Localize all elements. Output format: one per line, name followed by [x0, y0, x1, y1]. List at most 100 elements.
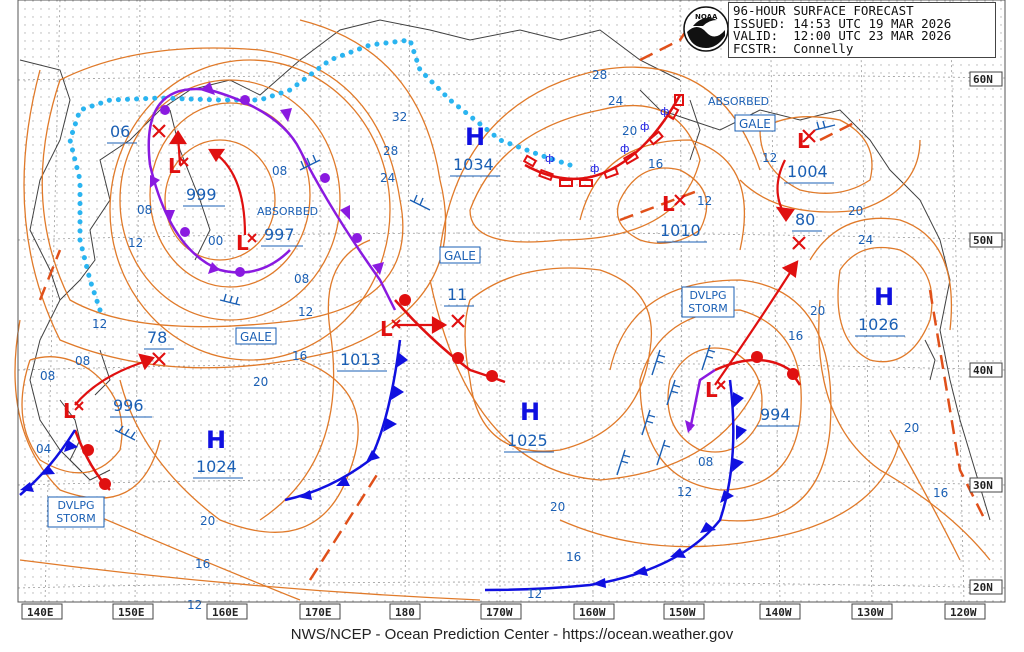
isobar-label: 20	[550, 500, 565, 514]
svg-text:L: L	[380, 317, 393, 341]
isobar-label: 04	[36, 442, 51, 456]
isobar-label: 16	[933, 486, 948, 500]
lon-label: 120W	[950, 606, 977, 619]
lon-label: 130W	[857, 606, 884, 619]
high-symbol: H	[520, 398, 540, 426]
lat-label: 50N	[973, 234, 993, 247]
svg-text:L: L	[662, 192, 675, 216]
lat-label: 60N	[973, 73, 993, 86]
isobar-label: 12	[298, 305, 313, 319]
forecaster: FCSTR: Connelly	[733, 40, 854, 56]
occluded-front	[147, 82, 716, 433]
isobar-label: 12	[187, 598, 202, 612]
absorbed-label: ABSORBED	[708, 95, 769, 108]
svg-text:ф: ф	[640, 120, 649, 133]
future-position-markers	[152, 124, 816, 366]
noaa-logo: NOAA	[683, 6, 729, 52]
developing-storm-warning: DVLPG STORM	[688, 289, 728, 315]
isobar-label: 16	[648, 157, 663, 171]
coastlines	[19, 19, 991, 521]
svg-text:ф: ф	[590, 162, 599, 175]
isobar-label: 20	[810, 304, 825, 318]
isobar-label: 00	[208, 234, 223, 248]
svg-text:NOAA: NOAA	[695, 13, 718, 21]
valid-time: VALID: 12:00 UTC 23 MAR 2026	[733, 28, 952, 44]
lon-label: 170E	[305, 606, 332, 619]
lat-label: 40N	[973, 364, 993, 377]
isobar-label: 16	[292, 349, 307, 363]
isobar-label: 20	[622, 124, 637, 138]
isobar-label: 20	[200, 514, 215, 528]
future-pressure-value: 80	[795, 210, 815, 229]
isobar-label: 08	[698, 455, 713, 469]
isobar-label: 12	[128, 236, 143, 250]
longitude-labels: 140E 150E 160E 170E 180 170W 160W 150W 1…	[21, 603, 986, 620]
issued-time: ISSUED: 14:53 UTC 19 MAR 2026	[733, 15, 952, 31]
low-symbol: L	[63, 399, 84, 423]
isobar-label: 28	[383, 144, 398, 158]
cold-fronts	[19, 339, 747, 592]
isobar-label: 08	[272, 164, 287, 178]
svg-text:ф: ф	[620, 142, 629, 155]
low-symbol: L	[236, 231, 257, 255]
low-center-symbols: L L L L L L L	[63, 129, 810, 423]
svg-text:ф: ф	[545, 152, 554, 165]
high-pressure-value: 1034	[453, 155, 494, 174]
lon-label: 150W	[669, 606, 696, 619]
lon-label: 140E	[27, 606, 54, 619]
isobars	[14, 19, 991, 601]
gale-warning: GALE	[444, 249, 476, 263]
warning-labels: GALE GALE GALE DVLPG STORM DVLPG STORM A…	[47, 95, 776, 528]
high-symbol: H	[465, 123, 485, 151]
lon-label: 180	[395, 606, 415, 619]
low-symbol: L	[380, 317, 401, 341]
ice-front-marks: ф ф ф ф ф	[545, 105, 669, 175]
forecast-title: 96-HOUR SURFACE FORECAST	[733, 3, 914, 18]
future-pressure-value: 06	[110, 122, 130, 141]
isobar-label: 08	[40, 369, 55, 383]
isobar-label: 16	[788, 329, 803, 343]
isobar-label: 24	[858, 233, 873, 247]
lat-label: 30N	[973, 479, 993, 492]
lon-label: 150E	[118, 606, 145, 619]
isobar-label: 08	[294, 272, 309, 286]
isobar-label: 08	[137, 203, 152, 217]
gale-warning: GALE	[739, 117, 771, 131]
ice-edge	[67, 37, 573, 313]
svg-text:L: L	[797, 129, 810, 153]
isobar-label: 20	[848, 204, 863, 218]
lon-label: 170W	[486, 606, 513, 619]
future-pressure-value: 11	[447, 285, 467, 304]
isobar-label: 24	[608, 94, 623, 108]
footer-credit: NWS/NCEP - Ocean Prediction Center - htt…	[290, 626, 734, 643]
latitude-labels: 60N 50N 40N 30N 20N	[969, 71, 1003, 595]
isobar-label: 08	[75, 354, 90, 368]
lat-label: 20N	[973, 581, 993, 594]
lon-label: 140W	[765, 606, 792, 619]
svg-text:L: L	[705, 378, 718, 402]
gale-warning: GALE	[240, 330, 272, 344]
pressure-values: 1034 1024 1025 1026 999 997 1013 996 994…	[107, 122, 905, 479]
low-pressure-value: 999	[186, 185, 217, 204]
high-symbol: H	[874, 283, 894, 311]
isobar-label: 20	[253, 375, 268, 389]
isobar-label: 12	[527, 587, 542, 601]
svg-text:L: L	[168, 154, 181, 178]
low-symbol: L	[662, 192, 675, 216]
isobar-label: 16	[195, 557, 210, 571]
low-pressure-value: 1010	[660, 221, 701, 240]
high-symbol: H	[206, 426, 226, 454]
lon-label: 160E	[212, 606, 239, 619]
low-pressure-value: 994	[760, 405, 791, 424]
high-pressure-centers: H H H H	[206, 123, 894, 454]
svg-text:L: L	[236, 231, 249, 255]
forecast-header: 96-HOUR SURFACE FORECAST ISSUED: 14:53 U…	[728, 2, 996, 58]
isobar-label: 28	[592, 68, 607, 82]
high-pressure-value: 1024	[196, 457, 237, 476]
svg-text:ф: ф	[660, 105, 669, 118]
lon-label: 160W	[579, 606, 606, 619]
isobar-label: 12	[697, 194, 712, 208]
high-pressure-value: 1026	[858, 315, 899, 334]
isobar-label: 12	[762, 151, 777, 165]
